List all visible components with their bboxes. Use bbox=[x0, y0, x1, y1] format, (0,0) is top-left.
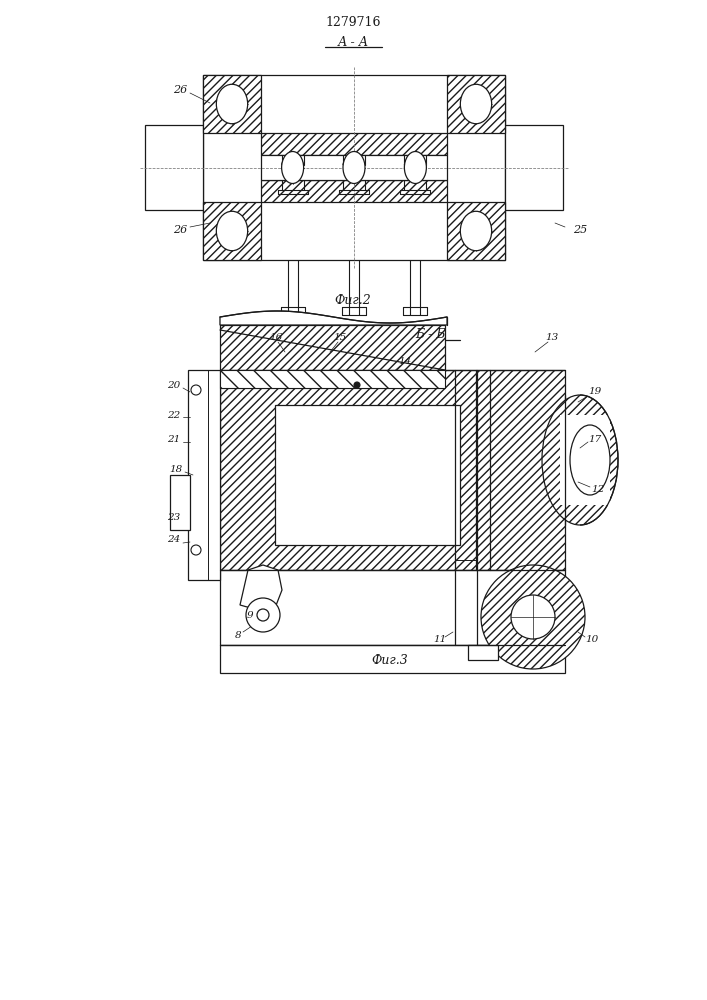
Text: 11: 11 bbox=[433, 636, 447, 645]
Bar bbox=[447, 202, 505, 260]
Bar bbox=[275, 405, 460, 545]
Bar bbox=[261, 133, 447, 155]
Text: 9: 9 bbox=[247, 610, 253, 619]
Text: 20: 20 bbox=[167, 380, 180, 389]
Polygon shape bbox=[468, 645, 498, 660]
Circle shape bbox=[257, 609, 269, 621]
Text: 10: 10 bbox=[585, 636, 599, 645]
Text: 1279716: 1279716 bbox=[325, 15, 381, 28]
Text: 25: 25 bbox=[573, 225, 587, 235]
Text: Б - Б: Б - Б bbox=[415, 328, 445, 342]
Circle shape bbox=[481, 565, 585, 669]
Bar bbox=[203, 75, 505, 260]
Bar bbox=[220, 570, 565, 645]
Bar bbox=[203, 202, 261, 260]
Text: 14: 14 bbox=[398, 358, 411, 366]
Text: 18: 18 bbox=[170, 466, 183, 475]
Ellipse shape bbox=[343, 151, 365, 184]
Ellipse shape bbox=[542, 395, 618, 525]
Text: 16: 16 bbox=[269, 334, 283, 342]
Text: 23: 23 bbox=[167, 514, 180, 522]
Text: 22: 22 bbox=[167, 410, 180, 420]
Bar bbox=[188, 370, 220, 580]
Ellipse shape bbox=[404, 151, 426, 184]
Text: 26: 26 bbox=[173, 225, 187, 235]
Text: 17: 17 bbox=[588, 436, 602, 444]
Ellipse shape bbox=[216, 211, 247, 251]
Circle shape bbox=[246, 598, 280, 632]
Text: Фиг.2: Фиг.2 bbox=[334, 294, 371, 306]
Text: 24: 24 bbox=[167, 536, 180, 544]
Circle shape bbox=[511, 595, 555, 639]
Circle shape bbox=[191, 545, 201, 555]
Ellipse shape bbox=[281, 151, 303, 184]
Polygon shape bbox=[240, 565, 282, 612]
Bar bbox=[170, 475, 190, 530]
Bar bbox=[261, 180, 447, 202]
Bar bbox=[505, 125, 563, 210]
Text: 8: 8 bbox=[235, 631, 241, 640]
Circle shape bbox=[354, 382, 360, 388]
Text: А - А: А - А bbox=[337, 35, 368, 48]
Bar bbox=[220, 645, 565, 673]
Text: Фиг.3: Фиг.3 bbox=[372, 654, 409, 666]
Ellipse shape bbox=[216, 84, 247, 124]
Text: 21: 21 bbox=[167, 436, 180, 444]
Text: 26: 26 bbox=[173, 85, 187, 95]
Bar bbox=[560, 415, 610, 505]
Bar bbox=[145, 125, 203, 210]
Bar bbox=[447, 75, 505, 133]
Bar bbox=[220, 325, 445, 370]
Text: 12: 12 bbox=[591, 486, 604, 494]
Bar bbox=[261, 155, 447, 180]
Text: 13: 13 bbox=[545, 334, 559, 342]
Text: 15: 15 bbox=[334, 334, 346, 342]
Ellipse shape bbox=[460, 84, 491, 124]
Text: 19: 19 bbox=[588, 387, 602, 396]
Bar bbox=[203, 75, 261, 133]
Ellipse shape bbox=[460, 211, 491, 251]
Bar bbox=[220, 370, 565, 570]
Polygon shape bbox=[220, 370, 445, 388]
Polygon shape bbox=[220, 311, 447, 325]
Circle shape bbox=[191, 385, 201, 395]
Ellipse shape bbox=[570, 425, 610, 495]
